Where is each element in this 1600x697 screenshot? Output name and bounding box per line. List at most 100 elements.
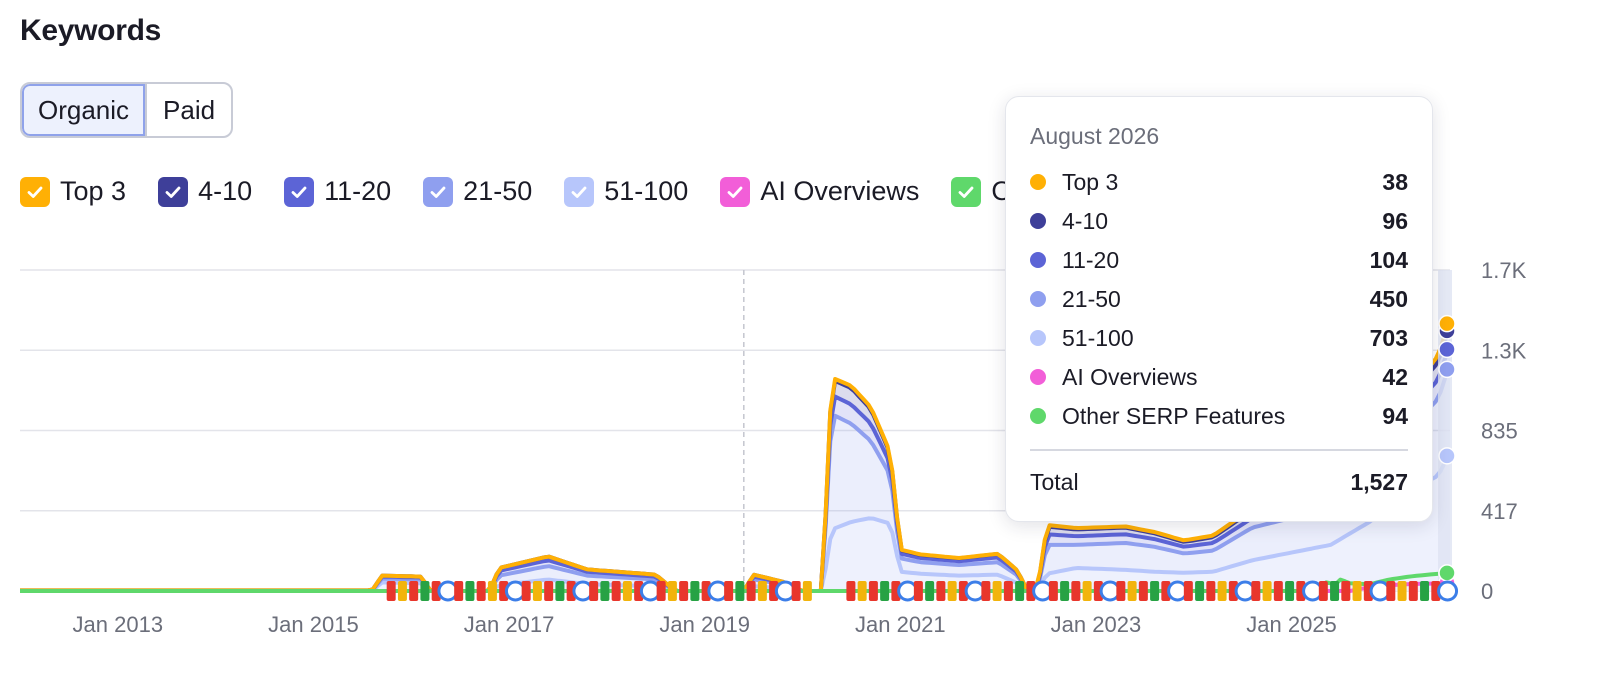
tab-paid[interactable]: Paid (145, 84, 231, 136)
checkbox-other[interactable] (951, 176, 982, 207)
serp-update-marker (431, 581, 441, 601)
checkbox-ai[interactable] (720, 176, 751, 207)
serp-update-marker (701, 581, 711, 601)
serp-update-marker (555, 581, 565, 601)
organic-paid-toggle: Organic Paid (20, 82, 234, 138)
series-dot-icon (1030, 408, 1046, 424)
serp-update-marker (1273, 581, 1283, 601)
serp-update-marker (1093, 581, 1103, 601)
tooltip-row-value: 42 (1382, 363, 1408, 390)
tooltip-row-value: 703 (1369, 324, 1408, 351)
tab-organic[interactable]: Organic (22, 84, 146, 136)
checkmark-icon (727, 186, 743, 198)
legend-item-top3[interactable]: Top 3 (20, 176, 126, 207)
series-dot-icon (1030, 330, 1046, 346)
tooltip-row-label: 51-100 (1062, 324, 1134, 351)
tooltip-row-value: 450 (1369, 285, 1408, 312)
serp-update-marker (880, 581, 890, 601)
x-tick-label: Jan 2019 (659, 612, 750, 637)
serp-update-marker (802, 581, 812, 601)
tooltip-date: August 2026 (1030, 123, 1160, 149)
tooltip-row: 4-10 96 (1030, 206, 1408, 236)
legend-item-p21_50[interactable]: 21-50 (423, 176, 532, 207)
tooltip-row: Top 3 38 (1030, 167, 1408, 197)
legend-item-p51_100[interactable]: 51-100 (564, 176, 688, 207)
series-dot-icon (1030, 252, 1046, 268)
serp-update-marker (1150, 581, 1160, 601)
serp-update-marker (1341, 581, 1351, 601)
legend-item-ai[interactable]: AI Overviews (720, 176, 919, 207)
serp-update-marker (746, 581, 756, 601)
y-tick-label: 417 (1481, 499, 1518, 524)
checkbox-p51_100[interactable] (564, 176, 595, 207)
serp-update-marker (1251, 581, 1261, 601)
page-title: Keywords (20, 14, 161, 47)
serp-update-marker (913, 581, 923, 601)
checkmark-icon (571, 186, 587, 198)
serp-update-marker (690, 581, 700, 601)
serp-update-marker (465, 581, 475, 601)
serp-update-marker (757, 581, 767, 601)
legend-label: Top 3 (60, 176, 127, 206)
legend-label: 51-100 (604, 176, 689, 206)
checkbox-p21_50[interactable] (423, 176, 454, 207)
tooltip-row: 11-20 104 (1030, 245, 1408, 275)
end-dot-Top 3 (1438, 314, 1456, 333)
tooltip-row-label: AI Overviews (1062, 363, 1198, 390)
serp-update-marker (1015, 581, 1025, 601)
serp-update-marker (499, 581, 509, 601)
legend-item-p4_10[interactable]: 4-10 (158, 176, 252, 207)
checkmark-icon (958, 186, 974, 198)
checkbox-p11_20[interactable] (284, 176, 315, 207)
serp-update-marker (589, 581, 599, 601)
end-dot-11-20 (1438, 340, 1456, 359)
serp-update-marker (476, 581, 486, 601)
checkbox-p4_10[interactable] (158, 176, 189, 207)
serp-update-marker (947, 581, 957, 601)
serp-update-marker (981, 581, 991, 601)
tooltip-row: 21-50 450 (1030, 284, 1408, 314)
tooltip-row-value: 94 (1382, 402, 1408, 429)
serp-update-marker (1386, 581, 1396, 601)
legend-item-p11_20[interactable]: 11-20 (284, 176, 391, 207)
tooltip-row-value: 38 (1382, 168, 1408, 195)
serp-update-marker (1183, 581, 1193, 601)
serp-update-marker (992, 581, 1002, 601)
serp-update-marker (397, 581, 407, 601)
checkmark-icon (291, 186, 307, 198)
y-tick-label: 1.7K (1481, 258, 1527, 283)
serp-update-marker (600, 581, 610, 601)
series-dot-icon (1030, 291, 1046, 307)
tooltip-row: AI Overviews 42 (1030, 362, 1408, 392)
tooltip-total-value: 1,527 (1350, 468, 1408, 495)
serp-update-marker (566, 581, 576, 601)
serp-update-marker (679, 581, 689, 601)
serp-update-marker (1026, 581, 1036, 601)
serp-update-marker (1330, 581, 1340, 601)
serp-update-marker (1296, 581, 1306, 601)
serp-update-marker (1195, 581, 1205, 601)
serp-update-marker (791, 581, 801, 601)
legend-label: AI Overviews (760, 176, 920, 206)
serp-update-marker (1127, 581, 1137, 601)
tooltip-row-value: 96 (1382, 207, 1408, 234)
checkmark-icon (27, 186, 43, 198)
tooltip-row-label: Top 3 (1062, 168, 1119, 195)
serp-update-marker (532, 581, 542, 601)
serp-update-marker (1352, 581, 1362, 601)
serp-update-marker (1397, 581, 1407, 601)
serp-update-marker (1071, 581, 1081, 601)
serp-update-marker (1003, 581, 1013, 601)
checkmark-icon (165, 186, 181, 198)
serp-update-marker (420, 581, 430, 601)
tooltip-row: Other SERP Features 94 (1030, 401, 1408, 431)
serp-update-marker (1420, 581, 1430, 601)
serp-update-marker (1161, 581, 1171, 601)
serp-update-marker (1363, 581, 1373, 601)
area-51-100 (20, 455, 1450, 591)
checkbox-top3[interactable] (20, 176, 50, 207)
serp-update-marker (891, 581, 901, 601)
serp-update-marker (521, 581, 531, 601)
chart-tooltip: August 2026 Top 3 38 4-10 96 11-20 104 21-50 45… (1005, 96, 1433, 522)
serp-update-marker (724, 581, 734, 601)
